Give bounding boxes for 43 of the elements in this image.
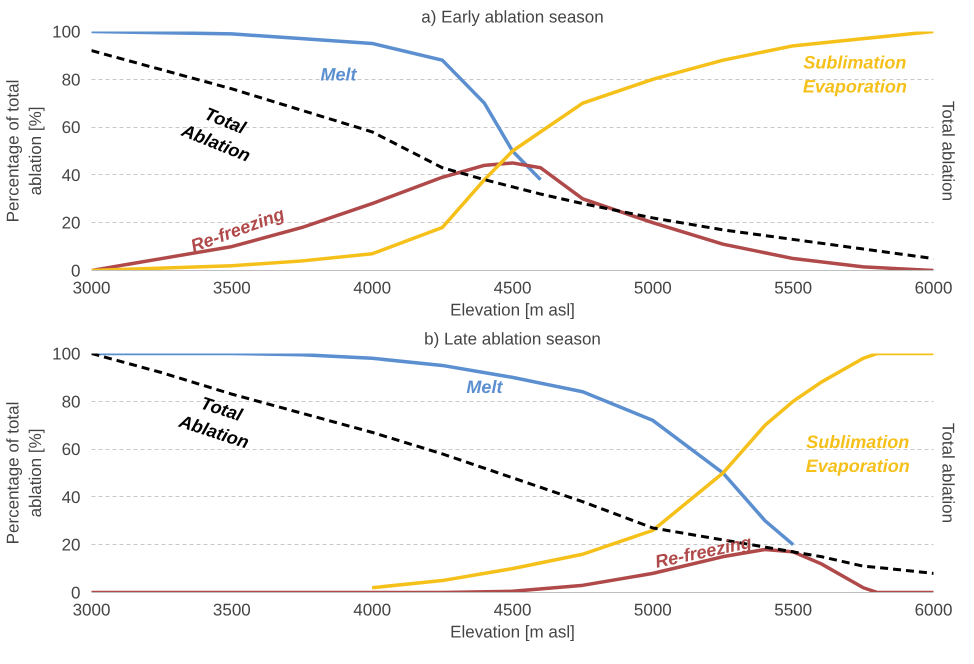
x-tick-label: 5500 [774,278,812,298]
line-series [92,161,934,270]
y2-axis-title: Total ablation [938,100,958,202]
series-label: Sublimation Evaporation [802,52,907,97]
x-tick-label: 3000 [72,600,110,620]
y-tick-label: 0 [71,584,81,602]
y-tick-label: 20 [62,214,81,233]
y2-axis-title: Total ablation [938,422,958,524]
x-tick-label: 6000 [914,600,952,620]
y-tick-label: 100 [52,344,81,364]
line-series [92,354,934,575]
x-axis-title: Elevation [m asl] [450,622,575,642]
y-tick-label: 100 [52,22,81,42]
y-tick-label: 0 [71,262,81,280]
y-tick-label: 80 [62,70,81,90]
chart-title: b) Late ablation season [424,330,601,348]
x-tick-label: 3500 [212,600,251,620]
y-axis-title: Percentage of total ablation [%] [3,80,46,222]
y-tick-label: 20 [62,536,81,555]
x-tick-label: 4000 [353,600,392,620]
series-label: Sublimation Evaporation [806,432,910,476]
x-tick-label: 4000 [353,278,392,298]
x-tick-label: 4500 [494,600,532,620]
text: Re-freezing [653,532,754,572]
y-tick-label: 80 [62,392,81,412]
y-tick-label: 60 [62,440,81,460]
x-tick-label: 3000 [72,278,110,298]
x-tick-label: 5000 [634,278,672,298]
line-series [92,32,542,182]
series-label: Melt [466,376,504,397]
chart-title: a) Early ablation season [421,8,604,26]
x-tick-label: 4500 [494,278,532,298]
line-series [370,354,934,590]
x-tick-label: 6000 [914,278,952,298]
x-tick-label: 3500 [212,278,251,298]
y-tick-label: 40 [62,166,81,185]
y-tick-label: 40 [62,488,81,507]
x-axis-title: Elevation [m asl] [450,300,575,320]
x-tick-label: 5500 [774,600,812,620]
series-label: Melt [320,64,358,85]
y-tick-label: 60 [62,118,81,138]
x-tick-label: 5000 [634,600,672,620]
y-axis-title: Percentage of total ablation [%] [3,402,46,544]
